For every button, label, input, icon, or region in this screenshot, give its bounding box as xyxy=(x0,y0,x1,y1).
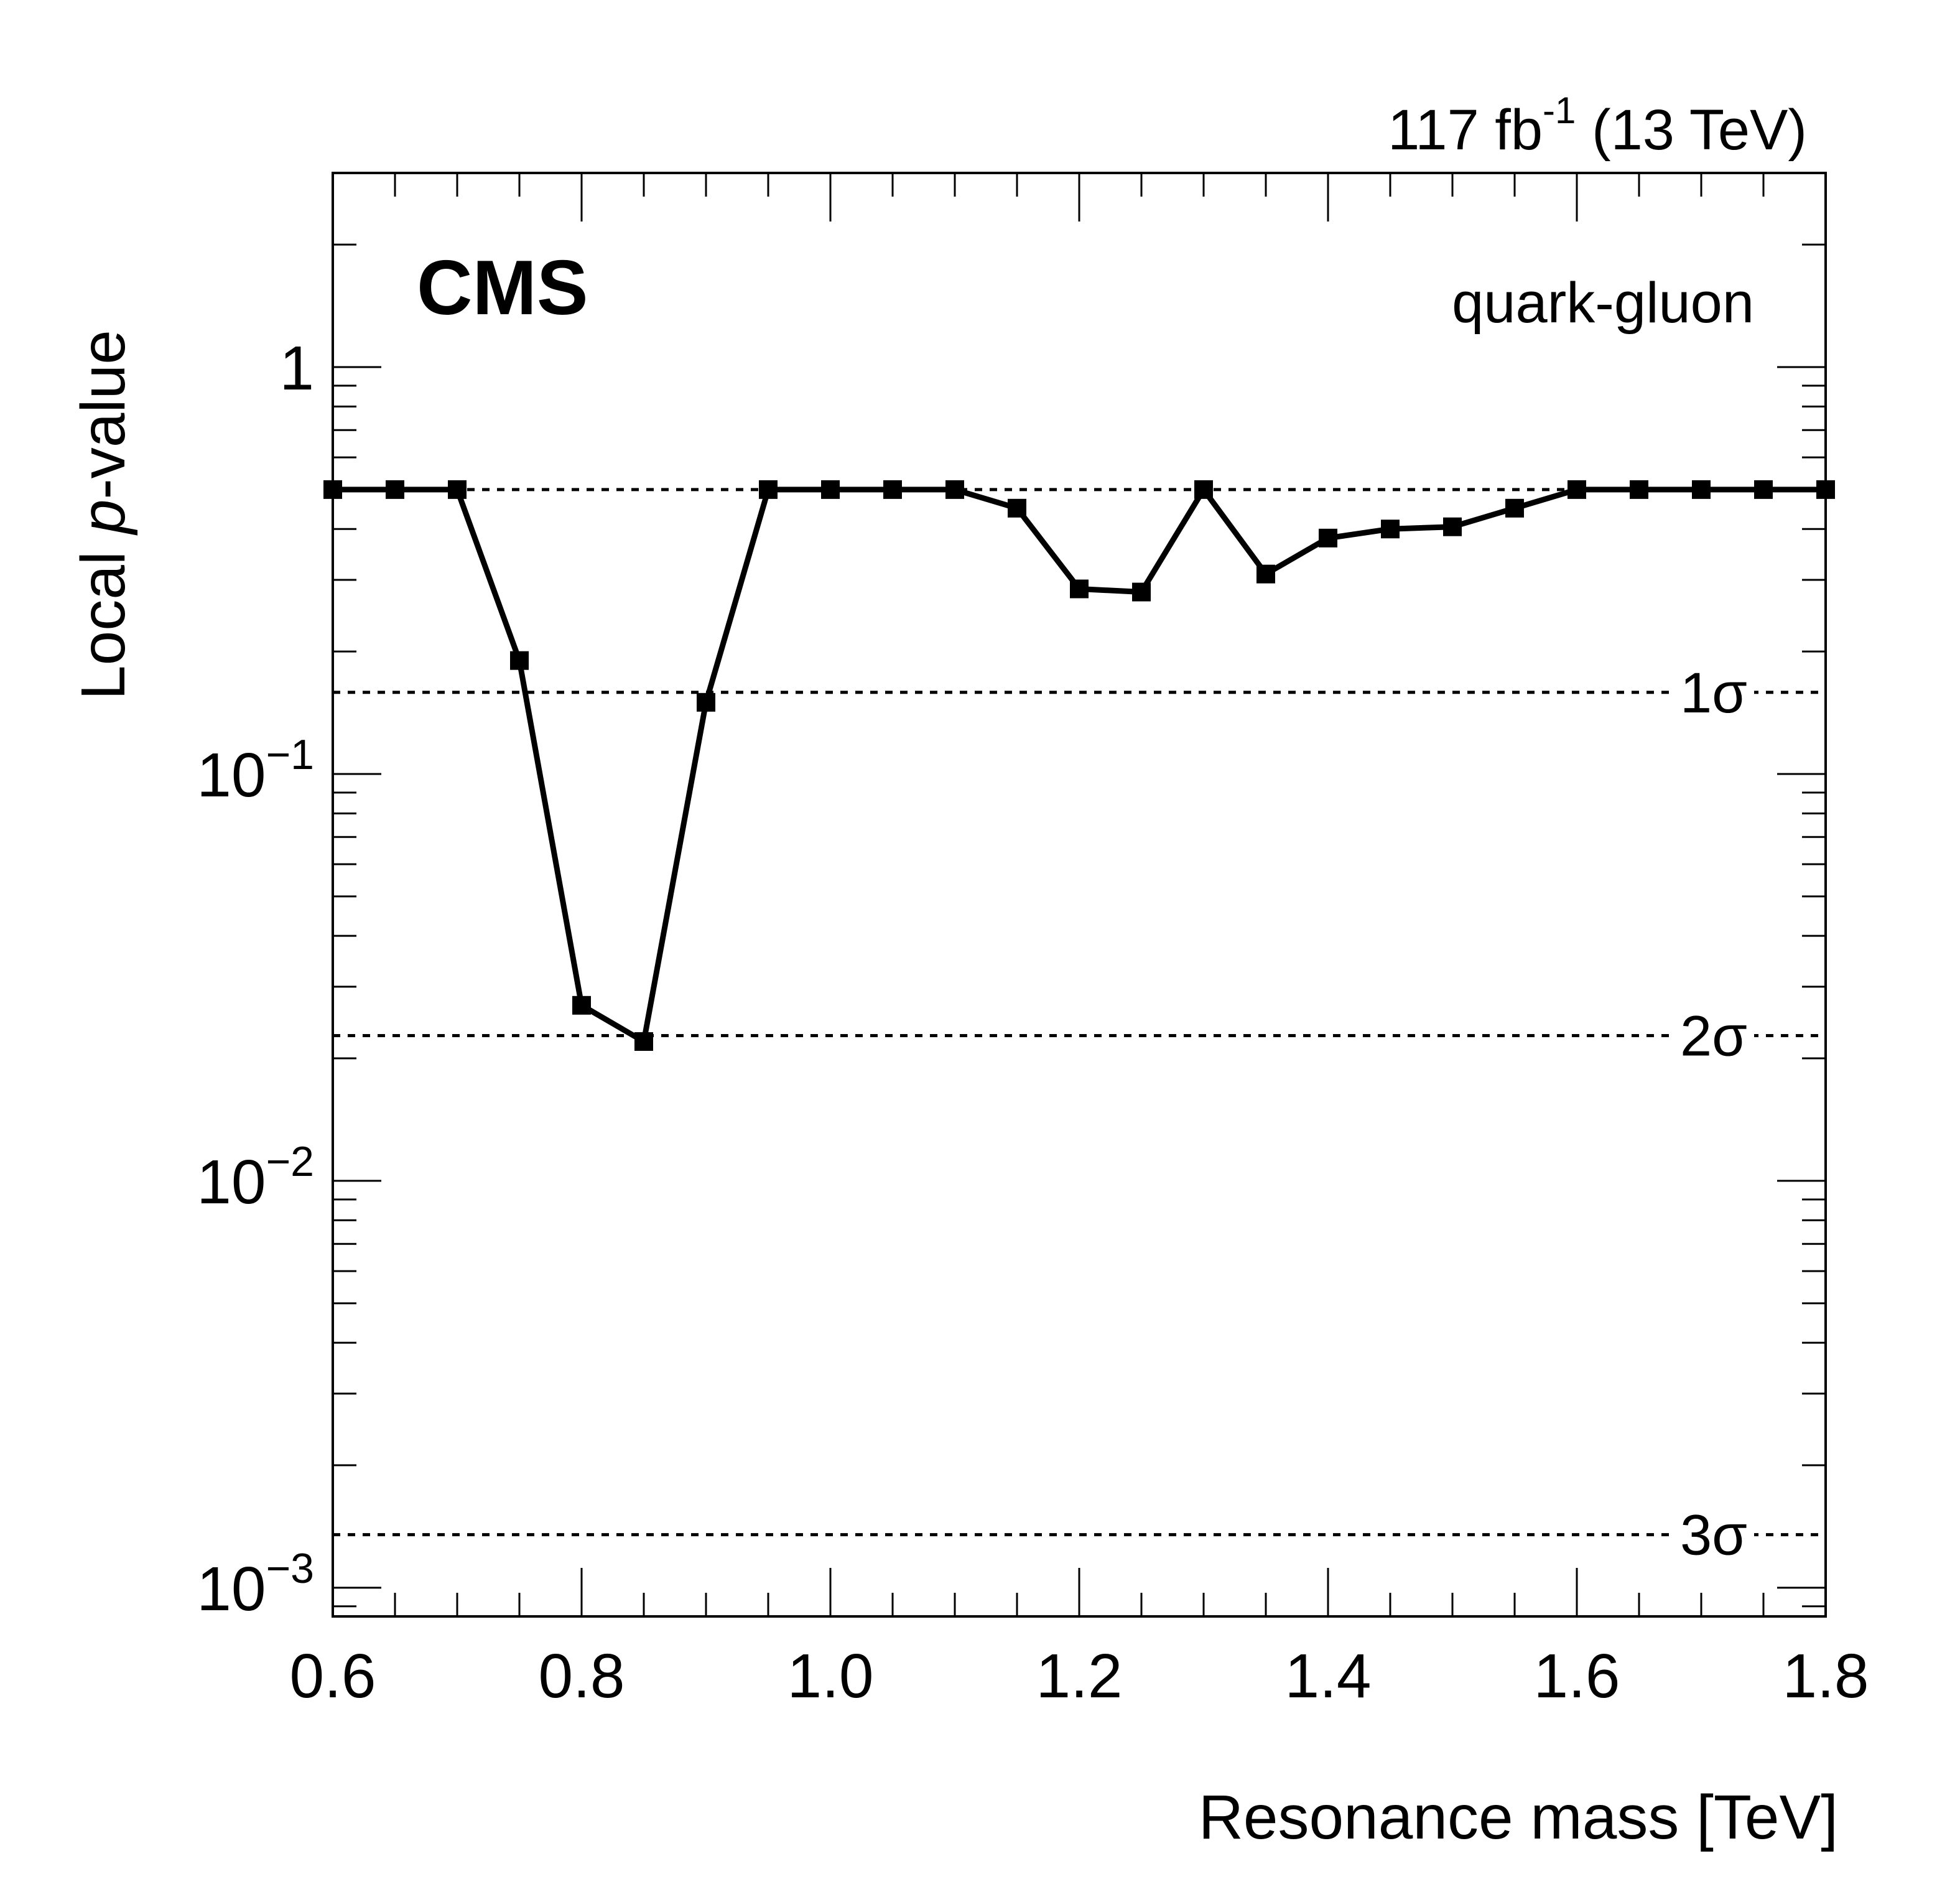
lumi-energy: (13 TeV) xyxy=(1576,98,1807,162)
x-tick-label: 1.2 xyxy=(1036,1641,1122,1711)
luminosity-label: 117 fb-1 (13 TeV) xyxy=(1388,90,1807,162)
x-tick-label: 0.6 xyxy=(289,1641,376,1711)
sigma-label: 1σ xyxy=(1680,661,1747,725)
y-axis-title-suffix: -value xyxy=(68,330,138,499)
data-point xyxy=(1443,517,1462,536)
experiment-label: CMS xyxy=(417,245,588,331)
x-tick-label: 1.4 xyxy=(1284,1641,1371,1711)
lumi-value: 117 fb xyxy=(1388,98,1543,162)
y-axis-title-italic: p xyxy=(68,500,138,536)
y-tick-label: 1 xyxy=(279,333,314,403)
data-point xyxy=(1505,498,1524,518)
plot-frame xyxy=(332,172,1827,1618)
data-point xyxy=(634,1032,653,1051)
sigma-lines: 1σ 2σ 3σ xyxy=(333,488,1826,1569)
data-point xyxy=(883,480,902,499)
data-point xyxy=(1319,528,1337,548)
x-axis-title: Resonance mass [TeV] xyxy=(1199,1783,1838,1852)
data-point xyxy=(697,692,715,712)
data-point xyxy=(1070,579,1089,599)
x-tick-label: 0.8 xyxy=(538,1641,625,1711)
y-axis-title-prefix: Local xyxy=(68,534,138,700)
channel-label: quark-gluon xyxy=(1452,271,1754,335)
data-point xyxy=(1630,480,1648,499)
data-point xyxy=(510,651,529,670)
tick-labels: 0.6 0.8 1.0 1.2 1.4 1.6 1.8 1 10−1 10−2 10−3 xyxy=(197,333,1869,1711)
data-point xyxy=(1194,480,1213,499)
data-point xyxy=(1256,564,1275,584)
data-point xyxy=(386,480,404,499)
x-tick-label: 1.0 xyxy=(787,1641,873,1711)
data-point xyxy=(448,480,467,499)
x-tick-label: 1.8 xyxy=(1782,1641,1869,1711)
y-tick-label: 10−2 xyxy=(197,1138,314,1217)
data-point xyxy=(572,995,591,1015)
sigma-label-bg xyxy=(1673,1500,1754,1569)
data-point xyxy=(1754,480,1773,499)
y-tick-label: 10−1 xyxy=(197,731,314,810)
sigma-label-bg xyxy=(1673,658,1754,727)
lumi-exponent: -1 xyxy=(1543,90,1576,131)
y-axis-title: Local p-value xyxy=(68,330,138,700)
data-point xyxy=(821,480,840,499)
sigma-label-bg xyxy=(1673,1001,1754,1070)
sigma-label: 2σ xyxy=(1680,1004,1747,1068)
data-point xyxy=(1381,520,1400,539)
axis-ticks xyxy=(332,172,1827,1616)
data-point xyxy=(1132,582,1151,602)
data-point xyxy=(1008,498,1026,518)
x-tick-label: 1.6 xyxy=(1533,1641,1620,1711)
data-point xyxy=(1692,480,1711,499)
data-point xyxy=(1568,480,1586,499)
sigma-label: 3σ xyxy=(1680,1504,1747,1567)
y-tick-label: 10−3 xyxy=(197,1545,314,1624)
data-point xyxy=(945,480,964,499)
data-point xyxy=(759,480,778,499)
